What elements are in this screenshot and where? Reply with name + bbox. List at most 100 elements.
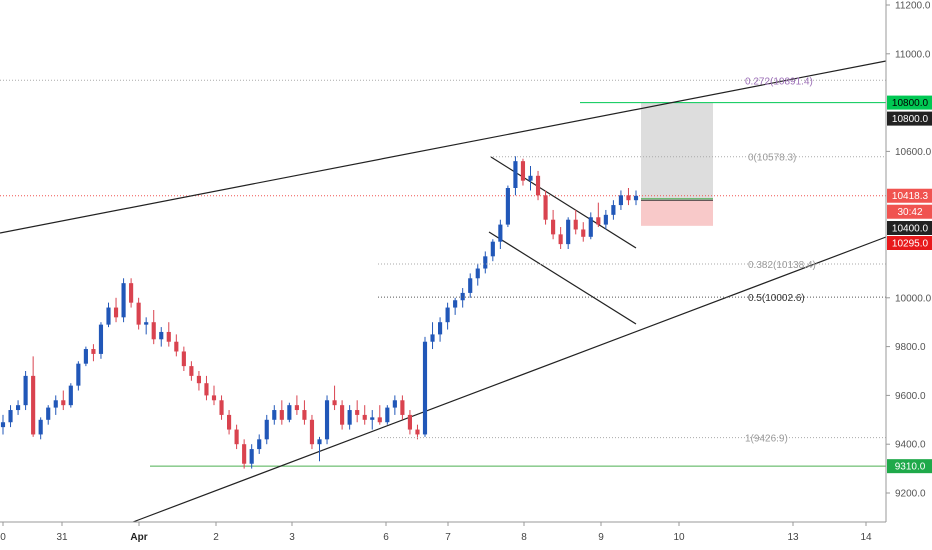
fib-label: 0(10578.3)	[748, 153, 796, 164]
flag-lower-line	[488, 231, 637, 325]
x-tick-label: 13	[787, 532, 799, 543]
y-tick-label: 11200.0	[895, 1, 931, 12]
candle-body	[257, 439, 262, 450]
x-tick-label: 3	[289, 532, 295, 543]
candle-body	[362, 414, 367, 420]
candle-body	[76, 363, 81, 386]
candle-body	[83, 349, 88, 364]
lower-trendline	[132, 236, 887, 523]
candle-body	[475, 268, 480, 279]
candle-body	[234, 429, 239, 445]
candle-body	[332, 400, 337, 406]
candle-body	[181, 351, 186, 367]
candle-body	[309, 419, 315, 445]
price-badge-label: 30:42	[897, 207, 922, 218]
price-badges: 10800.0 10800.0 10418.3 30:42 10400.0 10295.0…	[887, 95, 932, 474]
y-tick-label: 10000.0	[895, 293, 932, 304]
x-tick-label: 6	[383, 532, 389, 543]
candle-body	[505, 188, 510, 225]
candle-body	[98, 324, 104, 354]
candle-body	[460, 292, 465, 301]
candle-body	[340, 405, 345, 425]
candle-body	[15, 405, 21, 411]
price-badge	[887, 459, 932, 474]
candle-body	[144, 322, 149, 325]
fib-label: 1(9426.9)	[745, 434, 788, 445]
candle-body	[211, 395, 217, 401]
x-tick-label: Apr	[130, 532, 147, 543]
x-tick-label: 10	[673, 532, 685, 543]
candle-body	[68, 385, 73, 406]
price-badge-label: 9310.0	[895, 462, 926, 473]
candle-body	[113, 307, 119, 318]
candle-body	[287, 405, 292, 420]
candle-body	[355, 410, 360, 415]
candle-body	[347, 410, 352, 425]
fib-label: 0.5(10002.6)	[748, 293, 805, 304]
candle-body	[407, 414, 413, 430]
candle-body	[445, 307, 450, 323]
y-tick-label: 9800.0	[895, 342, 926, 353]
candle-body	[302, 410, 307, 420]
candles	[0, 156, 639, 469]
x-tick-label: 14	[860, 532, 872, 543]
levels	[0, 102, 886, 467]
candle-body	[385, 407, 390, 423]
x-tick-label: 7	[445, 532, 451, 543]
upper-trendline	[0, 60, 887, 234]
loss-zone	[641, 200, 713, 226]
candle-body	[377, 417, 382, 423]
candle-body	[38, 419, 43, 435]
candle-body	[468, 278, 473, 293]
candle-body	[453, 300, 458, 308]
candle-body	[611, 205, 616, 215]
candle-body	[490, 241, 495, 257]
candle-body	[106, 307, 111, 325]
fib-label: 0.382(10138.4)	[748, 260, 816, 271]
candle-body	[633, 195, 639, 201]
candle-body	[543, 195, 548, 220]
candle-body	[174, 341, 179, 352]
candle-body	[189, 366, 194, 376]
candle-body	[520, 161, 526, 181]
candle-body	[596, 217, 601, 225]
candle-body	[23, 375, 28, 406]
price-badge	[887, 204, 932, 219]
candle-body	[588, 217, 593, 237]
candle-body	[91, 349, 96, 354]
candle-body	[129, 283, 134, 303]
price-badge-label: 10295.0	[892, 239, 929, 250]
y-tick-label: 9600.0	[895, 391, 926, 402]
candle-body	[498, 224, 503, 242]
price-badge-label: 10800.0	[892, 98, 929, 109]
price-badge	[887, 188, 932, 203]
candle-body	[166, 331, 171, 342]
candle-body	[53, 400, 58, 408]
price-badge-label: 10418.3	[892, 191, 929, 202]
candle-body	[242, 444, 247, 464]
price-badge-label: 10800.0	[892, 114, 929, 125]
profit-zone	[641, 102, 713, 201]
candle-body	[8, 410, 13, 423]
candle-body	[151, 322, 156, 340]
candle-body	[159, 331, 164, 340]
candle-body	[136, 302, 141, 325]
candle-body	[581, 229, 586, 237]
fib-label: 0.272(10891.4)	[745, 76, 813, 87]
price-badge	[887, 236, 932, 250]
y-tick-label: 11000.0	[895, 49, 931, 60]
y-tick-label: 9400.0	[895, 440, 926, 451]
x-tick-label: 2	[213, 532, 219, 543]
price-badge	[887, 95, 932, 110]
candle-body	[279, 410, 284, 420]
candle-body	[528, 175, 533, 181]
candle-body	[566, 219, 571, 245]
x-tick-label: 9	[598, 532, 604, 543]
candle-body	[400, 400, 405, 415]
candle-body	[392, 400, 397, 408]
candle-body	[61, 400, 66, 406]
candle-body	[324, 400, 330, 440]
